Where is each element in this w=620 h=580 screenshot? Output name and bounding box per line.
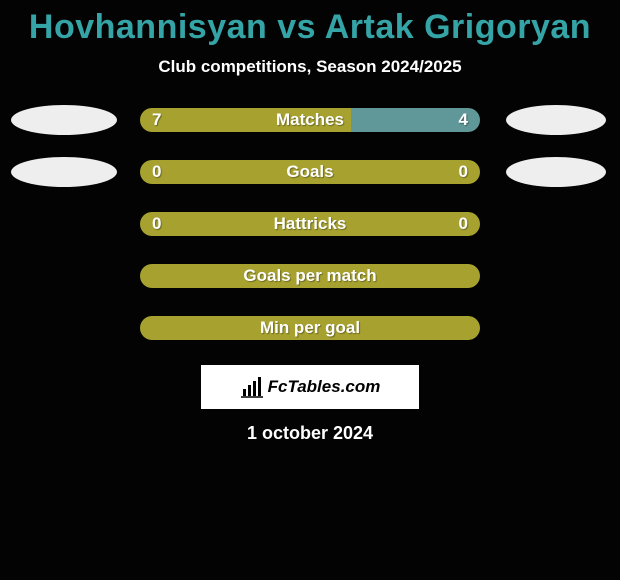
stat-bar: Min per goal xyxy=(140,316,480,340)
player-right-ellipse xyxy=(506,157,606,187)
stat-value-right: 0 xyxy=(459,214,468,234)
right-side xyxy=(496,313,616,343)
stat-row: Goals per match xyxy=(0,261,620,291)
stat-row: Min per goal xyxy=(0,313,620,343)
stat-bar: 0 Goals 0 xyxy=(140,160,480,184)
logo-box[interactable]: FcTables.com xyxy=(201,365,419,409)
stat-bar: 0 Hattricks 0 xyxy=(140,212,480,236)
stat-bar: 7 Matches 4 xyxy=(140,108,480,132)
stat-label: Hattricks xyxy=(140,214,480,234)
logo-text: FcTables.com xyxy=(268,377,381,397)
date-label: 1 october 2024 xyxy=(0,423,620,444)
stat-row: 7 Matches 4 xyxy=(0,105,620,135)
right-side xyxy=(496,157,616,187)
player-right-ellipse xyxy=(506,105,606,135)
left-side xyxy=(4,261,124,291)
stat-label: Matches xyxy=(140,110,480,130)
player-left-ellipse xyxy=(11,157,117,187)
stats-rows: 7 Matches 4 0 Goals 0 xyxy=(0,105,620,343)
stat-bar: Goals per match xyxy=(140,264,480,288)
stat-value-right: 0 xyxy=(459,162,468,182)
subtitle: Club competitions, Season 2024/2025 xyxy=(0,57,620,77)
stat-label: Goals xyxy=(140,162,480,182)
left-side xyxy=(4,105,124,135)
stat-label: Goals per match xyxy=(140,266,480,286)
comparison-container: Hovhannisyan vs Artak Grigoryan Club com… xyxy=(0,0,620,444)
stat-label: Min per goal xyxy=(140,318,480,338)
left-side xyxy=(4,209,124,239)
left-side xyxy=(4,157,124,187)
right-side xyxy=(496,261,616,291)
stat-row: 0 Hattricks 0 xyxy=(0,209,620,239)
right-side xyxy=(496,209,616,239)
page-title: Hovhannisyan vs Artak Grigoryan xyxy=(0,8,620,47)
left-side xyxy=(4,313,124,343)
stat-value-right: 4 xyxy=(459,110,468,130)
player-left-ellipse xyxy=(11,105,117,135)
stat-row: 0 Goals 0 xyxy=(0,157,620,187)
barchart-icon xyxy=(240,375,264,399)
right-side xyxy=(496,105,616,135)
